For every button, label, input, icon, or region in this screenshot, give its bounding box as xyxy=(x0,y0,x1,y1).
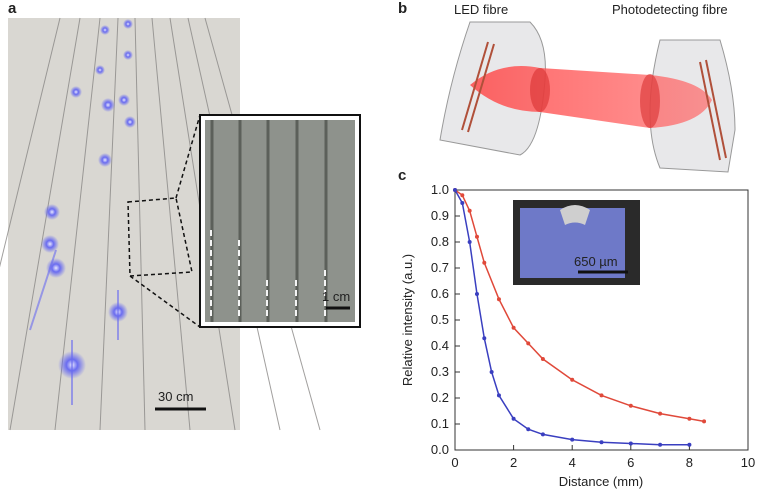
data-point xyxy=(474,234,479,239)
data-point xyxy=(511,416,516,421)
inset-scale-bar-label: 1 cm xyxy=(322,289,350,304)
data-point xyxy=(628,403,633,408)
fibre-diagram xyxy=(439,21,736,173)
data-point xyxy=(599,393,604,398)
data-point xyxy=(702,419,707,424)
fibre-label: Photodetecting fibre xyxy=(612,2,728,17)
data-point xyxy=(540,357,545,361)
y-tick-label: 0.9 xyxy=(431,208,449,223)
data-point xyxy=(453,188,457,192)
y-tick-label: 0.7 xyxy=(431,260,449,275)
data-point xyxy=(496,297,501,302)
y-tick-label: 0.3 xyxy=(431,364,449,379)
y-tick-label: 0.8 xyxy=(431,234,449,249)
data-point xyxy=(489,370,494,374)
x-axis-label: Distance (mm) xyxy=(559,474,644,489)
data-point xyxy=(496,393,501,398)
y-tick-label: 0.4 xyxy=(431,338,449,353)
x-tick-label: 2 xyxy=(510,455,517,470)
data-point xyxy=(482,336,487,341)
data-point xyxy=(570,377,575,382)
data-point xyxy=(658,411,663,416)
x-tick-label: 0 xyxy=(451,455,458,470)
x-tick-label: 10 xyxy=(741,455,755,470)
data-point xyxy=(460,193,465,198)
data-point xyxy=(511,325,516,330)
fibre-label: LED fibre xyxy=(454,2,508,17)
data-point xyxy=(474,292,479,296)
y-tick-label: 0.0 xyxy=(431,442,449,457)
x-tick-label: 4 xyxy=(569,455,576,470)
x-tick-label: 8 xyxy=(686,455,693,470)
y-tick-label: 0.6 xyxy=(431,286,449,301)
data-point xyxy=(628,441,633,446)
data-point xyxy=(599,440,604,445)
x-tick-label: 6 xyxy=(627,455,634,470)
data-point xyxy=(526,341,531,346)
panel-label: c xyxy=(398,167,406,184)
chart-inset xyxy=(513,200,640,285)
y-tick-label: 0.1 xyxy=(431,416,449,431)
panel-label: b xyxy=(398,0,407,17)
y-tick-label: 1.0 xyxy=(431,182,449,197)
data-point xyxy=(687,416,692,421)
data-point xyxy=(658,442,663,447)
data-point xyxy=(467,208,472,213)
y-tick-label: 0.5 xyxy=(431,312,449,327)
data-point xyxy=(526,427,531,432)
scale-bar-label: 30 cm xyxy=(158,389,193,404)
data-point xyxy=(482,260,487,265)
data-point xyxy=(687,442,692,447)
y-axis-label: Relative intensity (a.u.) xyxy=(400,254,415,386)
inset-photo xyxy=(199,114,361,328)
data-point xyxy=(540,432,545,437)
y-tick-label: 0.2 xyxy=(431,390,449,405)
inset-scale-bar-label: 650 µm xyxy=(574,254,618,269)
data-point xyxy=(467,240,472,244)
data-point xyxy=(460,201,465,205)
panel-label: a xyxy=(8,0,17,17)
data-point xyxy=(570,437,575,442)
